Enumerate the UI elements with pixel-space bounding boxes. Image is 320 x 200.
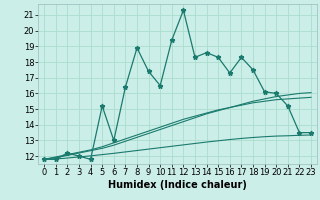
X-axis label: Humidex (Indice chaleur): Humidex (Indice chaleur) — [108, 180, 247, 190]
